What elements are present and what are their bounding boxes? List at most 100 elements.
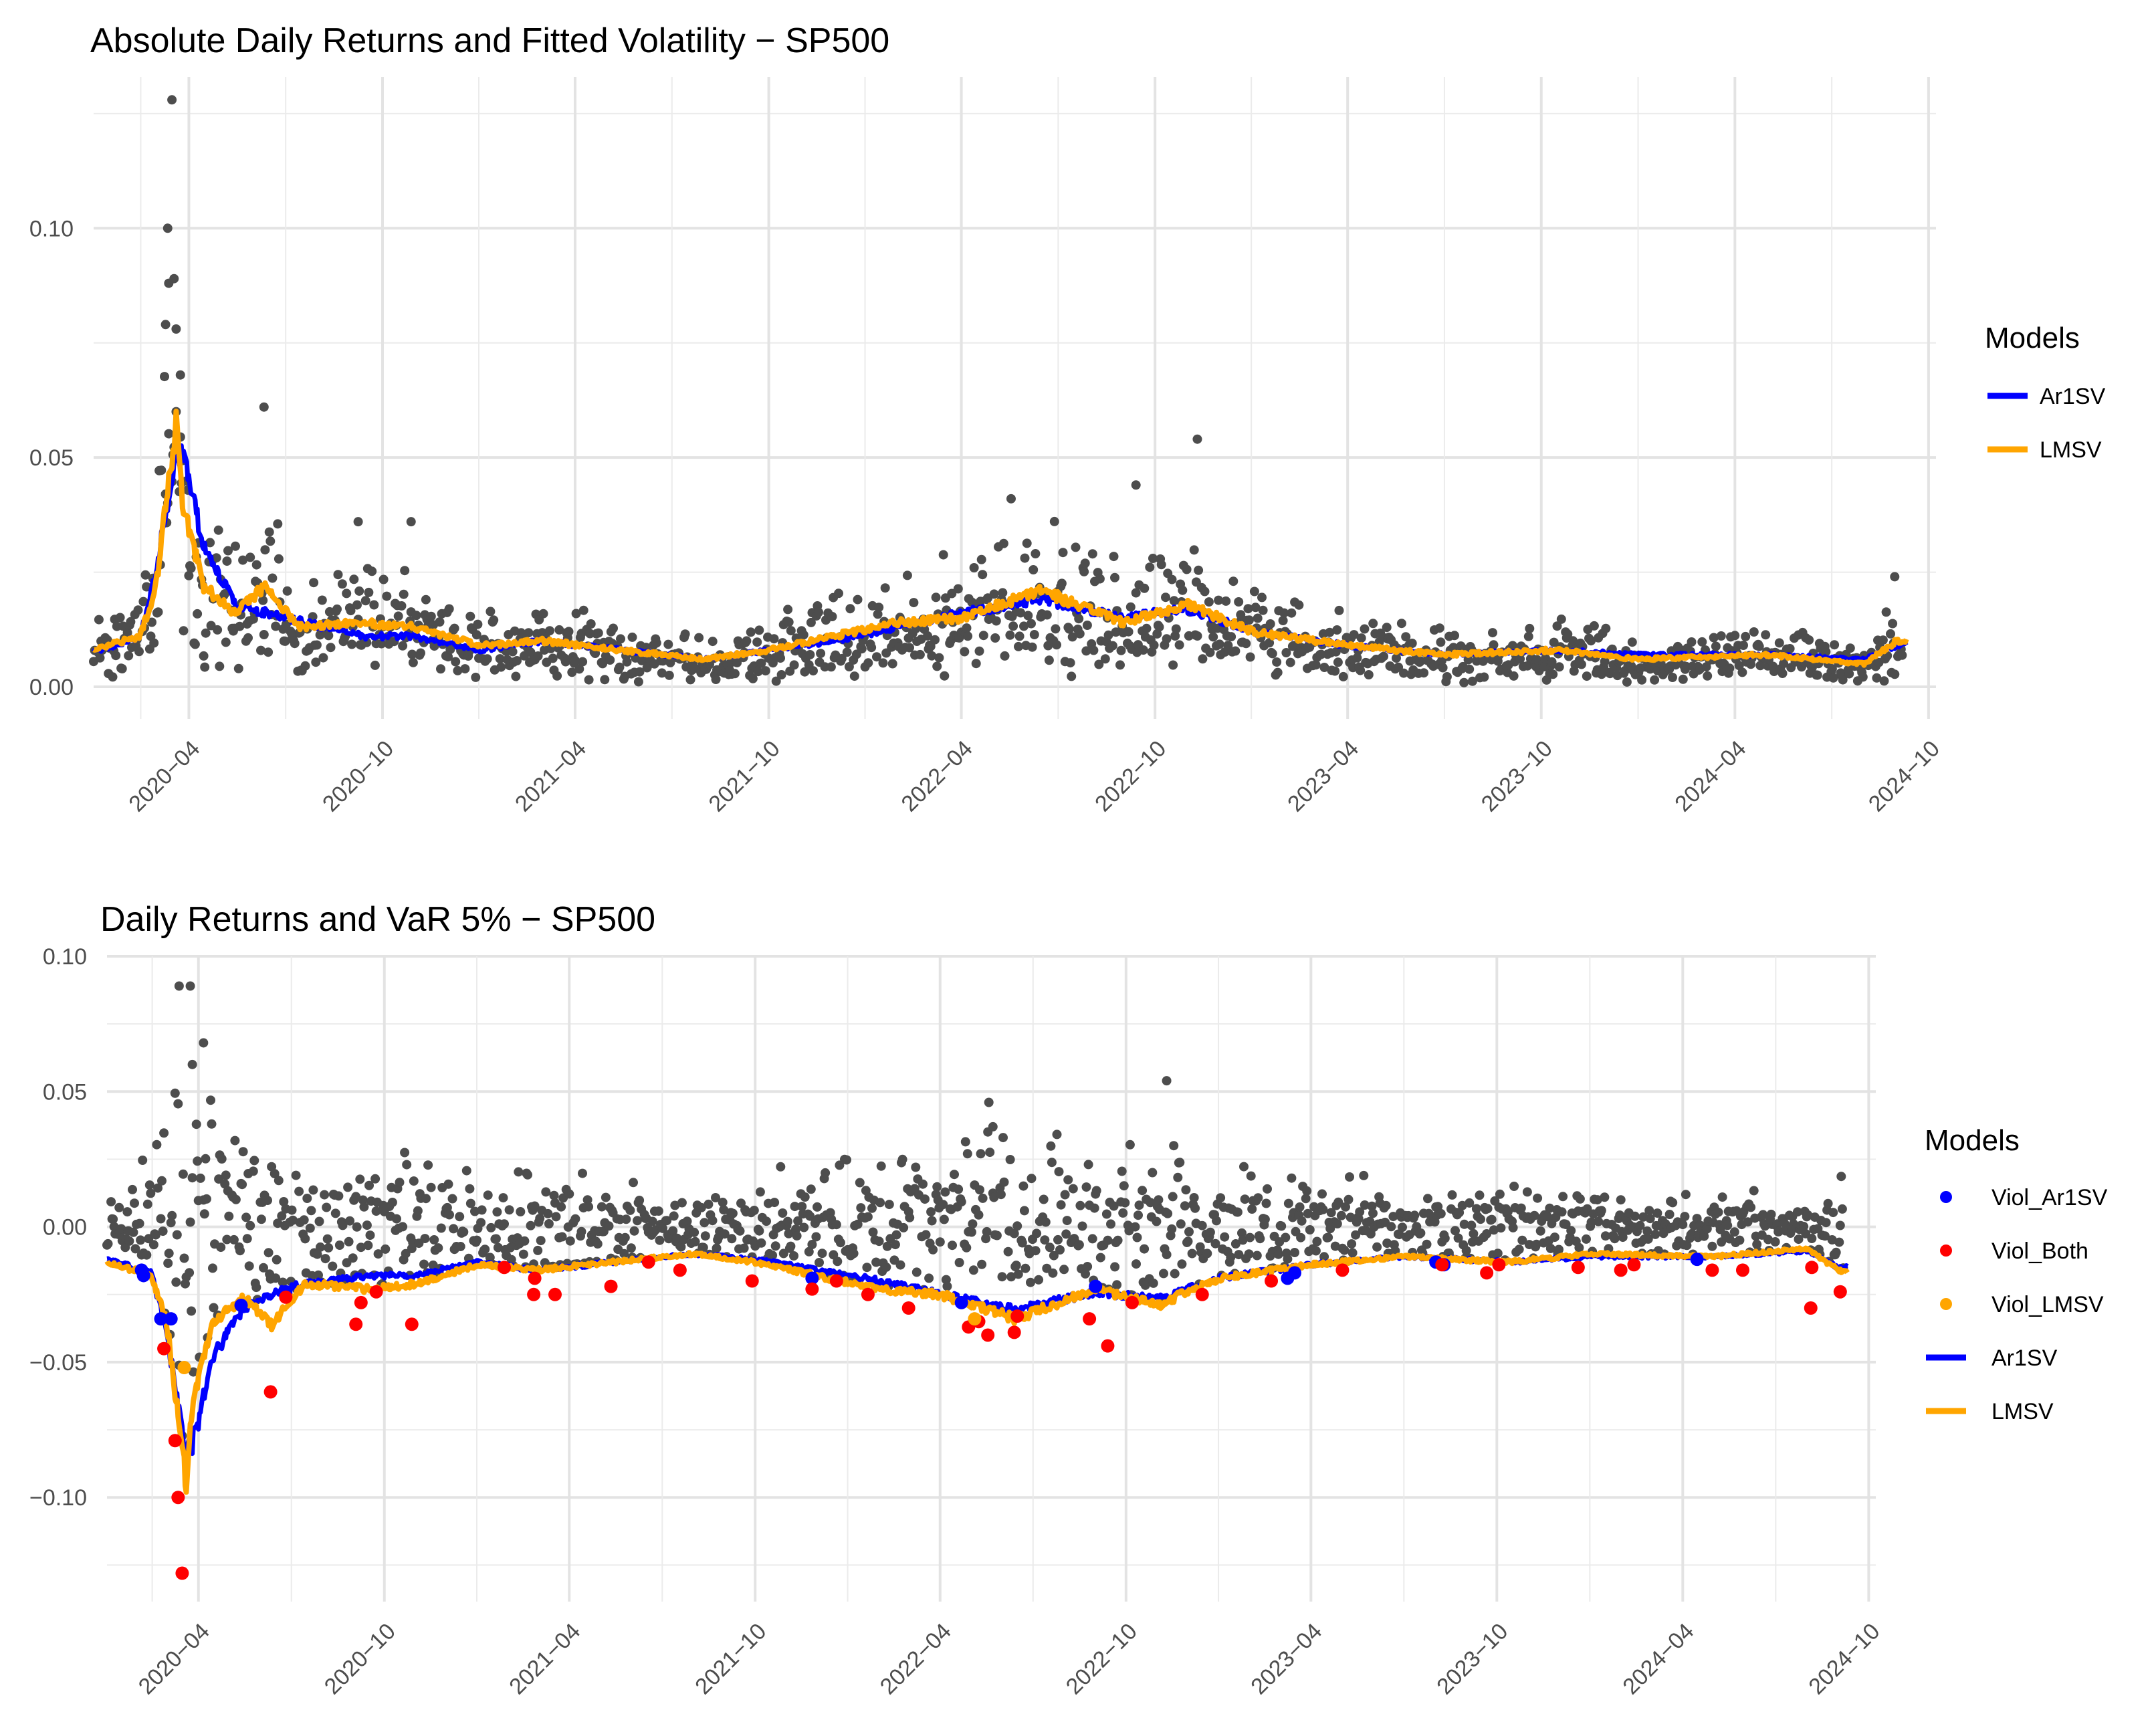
return-point bbox=[927, 651, 937, 661]
y-tick-label: 0.05 bbox=[29, 445, 74, 471]
return-point bbox=[1717, 1192, 1727, 1202]
return-point bbox=[685, 675, 695, 685]
return-point bbox=[1205, 1227, 1215, 1237]
return-point bbox=[130, 1198, 139, 1208]
violation-point-viol-both bbox=[745, 1274, 759, 1288]
return-point bbox=[601, 1192, 611, 1202]
return-point bbox=[1243, 604, 1253, 614]
return-point bbox=[1368, 619, 1378, 629]
violation-point-viol-both bbox=[1627, 1258, 1641, 1272]
return-point bbox=[1027, 1174, 1037, 1184]
violation-point-viol-both bbox=[1335, 1263, 1350, 1277]
return-point bbox=[831, 1220, 841, 1230]
violation-point-viol-both bbox=[168, 1434, 182, 1448]
return-point bbox=[1110, 572, 1119, 582]
return-point bbox=[1253, 613, 1263, 623]
return-point bbox=[208, 1263, 217, 1273]
return-point bbox=[1020, 553, 1030, 563]
return-point bbox=[992, 1230, 1002, 1240]
return-point bbox=[1181, 1185, 1191, 1195]
return-point bbox=[193, 609, 203, 619]
return-point bbox=[419, 1259, 429, 1269]
return-point bbox=[318, 653, 328, 663]
return-point bbox=[1349, 630, 1359, 640]
return-point bbox=[962, 623, 972, 633]
return-point bbox=[1230, 1239, 1241, 1249]
return-point bbox=[1386, 1222, 1396, 1232]
return-point bbox=[416, 648, 425, 658]
return-point bbox=[545, 626, 554, 636]
return-point bbox=[511, 671, 521, 681]
return-point bbox=[1283, 1254, 1293, 1264]
return-point bbox=[1356, 665, 1366, 675]
return-point bbox=[1419, 668, 1429, 678]
return-point bbox=[1257, 592, 1267, 603]
return-point bbox=[233, 663, 243, 673]
return-point bbox=[1169, 596, 1179, 606]
return-point bbox=[1558, 1192, 1568, 1202]
return-point bbox=[1148, 554, 1158, 563]
return-point bbox=[443, 652, 453, 662]
return-point bbox=[1170, 631, 1180, 641]
violation-point-viol-both bbox=[1480, 1266, 1494, 1280]
return-point bbox=[1065, 624, 1074, 634]
return-point bbox=[1053, 1234, 1063, 1245]
return-point bbox=[1006, 1272, 1016, 1282]
return-point bbox=[242, 1234, 252, 1244]
return-point bbox=[1635, 1220, 1645, 1230]
return-point bbox=[1743, 1217, 1753, 1227]
return-point bbox=[1029, 630, 1039, 639]
violation-point-viol-both bbox=[829, 1274, 843, 1288]
return-point bbox=[1664, 1210, 1675, 1219]
violation-point-viol-both bbox=[641, 1255, 655, 1269]
return-point bbox=[142, 1250, 152, 1260]
return-point bbox=[136, 1235, 146, 1245]
return-point bbox=[1140, 583, 1150, 593]
return-point bbox=[704, 1199, 714, 1209]
return-point bbox=[969, 563, 979, 572]
return-point bbox=[1711, 641, 1721, 651]
return-point bbox=[1697, 637, 1707, 647]
return-point bbox=[477, 1205, 487, 1215]
return-point bbox=[94, 615, 104, 625]
return-point bbox=[1159, 1269, 1168, 1279]
return-point bbox=[1713, 1207, 1723, 1217]
return-point bbox=[544, 1219, 554, 1228]
return-point bbox=[1812, 670, 1822, 680]
return-point bbox=[989, 1192, 999, 1202]
return-point bbox=[1146, 1198, 1156, 1208]
return-point bbox=[1138, 1186, 1148, 1196]
return-point bbox=[199, 1209, 209, 1219]
return-point bbox=[998, 588, 1008, 598]
return-point bbox=[1318, 1204, 1328, 1214]
return-point bbox=[834, 588, 843, 599]
return-point bbox=[258, 595, 268, 605]
chart-2-legend-label-ar1sv: Ar1SV bbox=[1991, 1345, 2058, 1371]
return-point bbox=[1171, 624, 1181, 634]
return-point bbox=[629, 1226, 639, 1236]
return-point bbox=[1156, 560, 1166, 570]
return-point bbox=[251, 560, 261, 570]
return-point bbox=[124, 651, 134, 661]
return-point bbox=[185, 1268, 195, 1278]
return-point bbox=[1245, 615, 1254, 625]
return-point bbox=[1081, 1269, 1090, 1279]
return-point bbox=[755, 1187, 765, 1197]
return-point bbox=[317, 595, 327, 605]
return-point bbox=[122, 628, 132, 638]
return-point bbox=[813, 1202, 822, 1212]
return-point bbox=[1821, 1218, 1831, 1228]
return-point bbox=[950, 1170, 959, 1180]
return-point bbox=[260, 545, 270, 555]
return-point bbox=[988, 1121, 998, 1131]
return-point bbox=[1045, 1242, 1055, 1253]
return-point bbox=[1285, 657, 1295, 667]
return-point bbox=[990, 633, 1000, 643]
return-point bbox=[373, 1249, 383, 1259]
return-point bbox=[185, 981, 195, 991]
return-point bbox=[190, 639, 200, 649]
return-point bbox=[1131, 588, 1141, 598]
return-point bbox=[1424, 1208, 1434, 1218]
return-point bbox=[984, 1097, 994, 1107]
return-point bbox=[1079, 566, 1089, 576]
